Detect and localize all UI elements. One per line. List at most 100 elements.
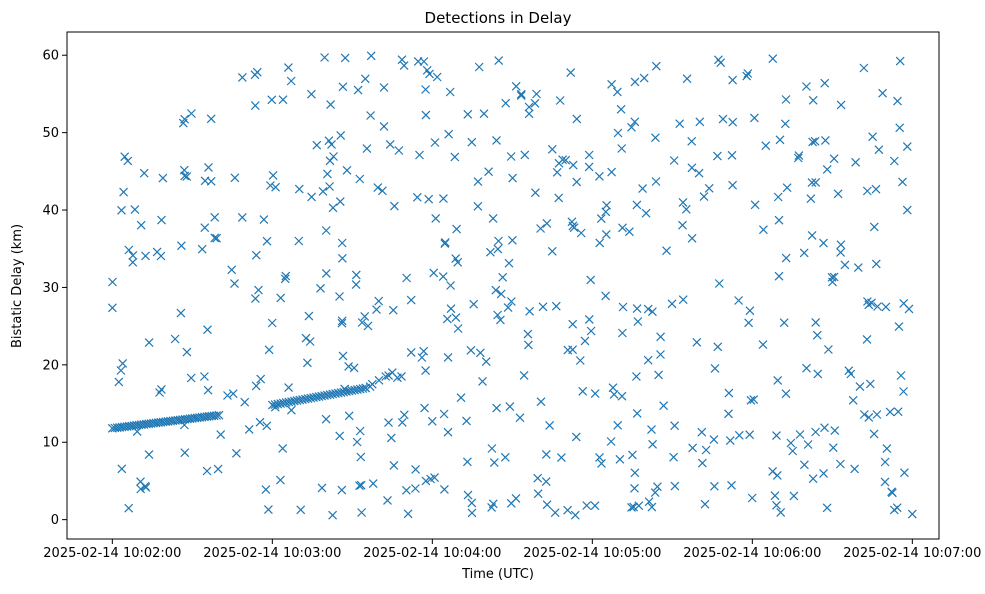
data-point [727, 480, 736, 490]
data-point [578, 386, 588, 396]
data-point [281, 398, 291, 408]
data-point [406, 295, 416, 305]
data-point [772, 431, 781, 441]
data-point [186, 373, 196, 383]
data-point [829, 154, 839, 164]
data-point [263, 505, 273, 515]
data-point [538, 302, 548, 312]
data-point [443, 427, 453, 437]
data-point [467, 498, 477, 508]
data-point [629, 502, 639, 512]
data-point [340, 384, 350, 394]
y-tick-label: 50 [42, 126, 59, 141]
data-point [616, 104, 626, 114]
data-point [811, 177, 821, 187]
data-point [907, 509, 917, 519]
data-point [799, 460, 809, 470]
data-point [828, 443, 838, 453]
data-point [770, 491, 780, 501]
data-point [869, 429, 879, 439]
data-point [108, 277, 117, 287]
data-point [855, 382, 865, 392]
data-point [902, 205, 912, 215]
data-point [806, 194, 816, 204]
data-point [813, 369, 823, 379]
data-point [572, 177, 582, 187]
data-point [515, 413, 525, 423]
data-point [566, 68, 576, 78]
data-point [286, 76, 296, 86]
data-point [403, 509, 413, 519]
data-point [231, 448, 241, 458]
data-point [530, 98, 540, 108]
data-point [180, 448, 190, 458]
data-point [294, 236, 304, 246]
data-point [808, 474, 818, 484]
data-point [601, 207, 611, 217]
data-point [379, 83, 389, 92]
data-point [484, 167, 494, 177]
data-point [678, 295, 688, 305]
data-point [120, 152, 130, 162]
data-point [139, 168, 149, 178]
data-point [439, 409, 449, 419]
data-point [123, 156, 133, 166]
data-point [713, 342, 723, 352]
data-point [179, 165, 189, 175]
data-point [584, 314, 594, 324]
data-point [206, 114, 216, 124]
data-point [801, 82, 811, 91]
data-point [450, 152, 460, 162]
data-point [811, 317, 821, 327]
data-point [710, 363, 720, 373]
data-point [250, 294, 260, 304]
data-point [430, 473, 439, 483]
data-point [216, 430, 226, 440]
data-point [829, 272, 839, 282]
data-point [586, 326, 596, 336]
x-tick-label: 2025-02-14 10:07:00 [843, 546, 981, 561]
data-point [572, 114, 582, 124]
chart-title: Detections in Delay [425, 9, 572, 27]
data-point [280, 274, 290, 284]
data-point [781, 389, 791, 399]
x-tick-label: 2025-02-14 10:03:00 [203, 546, 341, 561]
data-point [251, 250, 261, 260]
data-point [728, 180, 738, 190]
data-point [176, 241, 186, 251]
data-point [379, 121, 389, 131]
data-point [541, 477, 551, 487]
data-point [212, 411, 222, 420]
data-point [158, 173, 168, 183]
data-point [251, 381, 261, 391]
data-point [374, 375, 384, 385]
data-point [632, 408, 642, 418]
data-point [344, 361, 354, 371]
data-point [197, 244, 207, 254]
data-point [887, 488, 897, 498]
data-point [336, 130, 346, 140]
data-point [576, 228, 586, 238]
x-tick-label: 2025-02-14 10:04:00 [363, 546, 501, 561]
data-point [463, 490, 473, 500]
data-point [584, 150, 594, 160]
data-point [617, 328, 627, 338]
data-point [492, 403, 502, 413]
data-point [130, 205, 140, 215]
data-point [421, 476, 431, 486]
data-point [117, 464, 127, 474]
data-point [554, 193, 564, 203]
data-point [613, 128, 623, 138]
data-point [873, 302, 882, 311]
data-point [746, 395, 756, 405]
data-point [716, 58, 726, 68]
data-point [136, 484, 146, 494]
data-point [261, 485, 271, 495]
data-point [372, 305, 381, 315]
data-point [388, 305, 398, 315]
data-point [525, 306, 535, 316]
data-point [734, 430, 744, 440]
data-point [213, 464, 223, 474]
data-point [782, 183, 792, 193]
data-point [822, 164, 832, 174]
